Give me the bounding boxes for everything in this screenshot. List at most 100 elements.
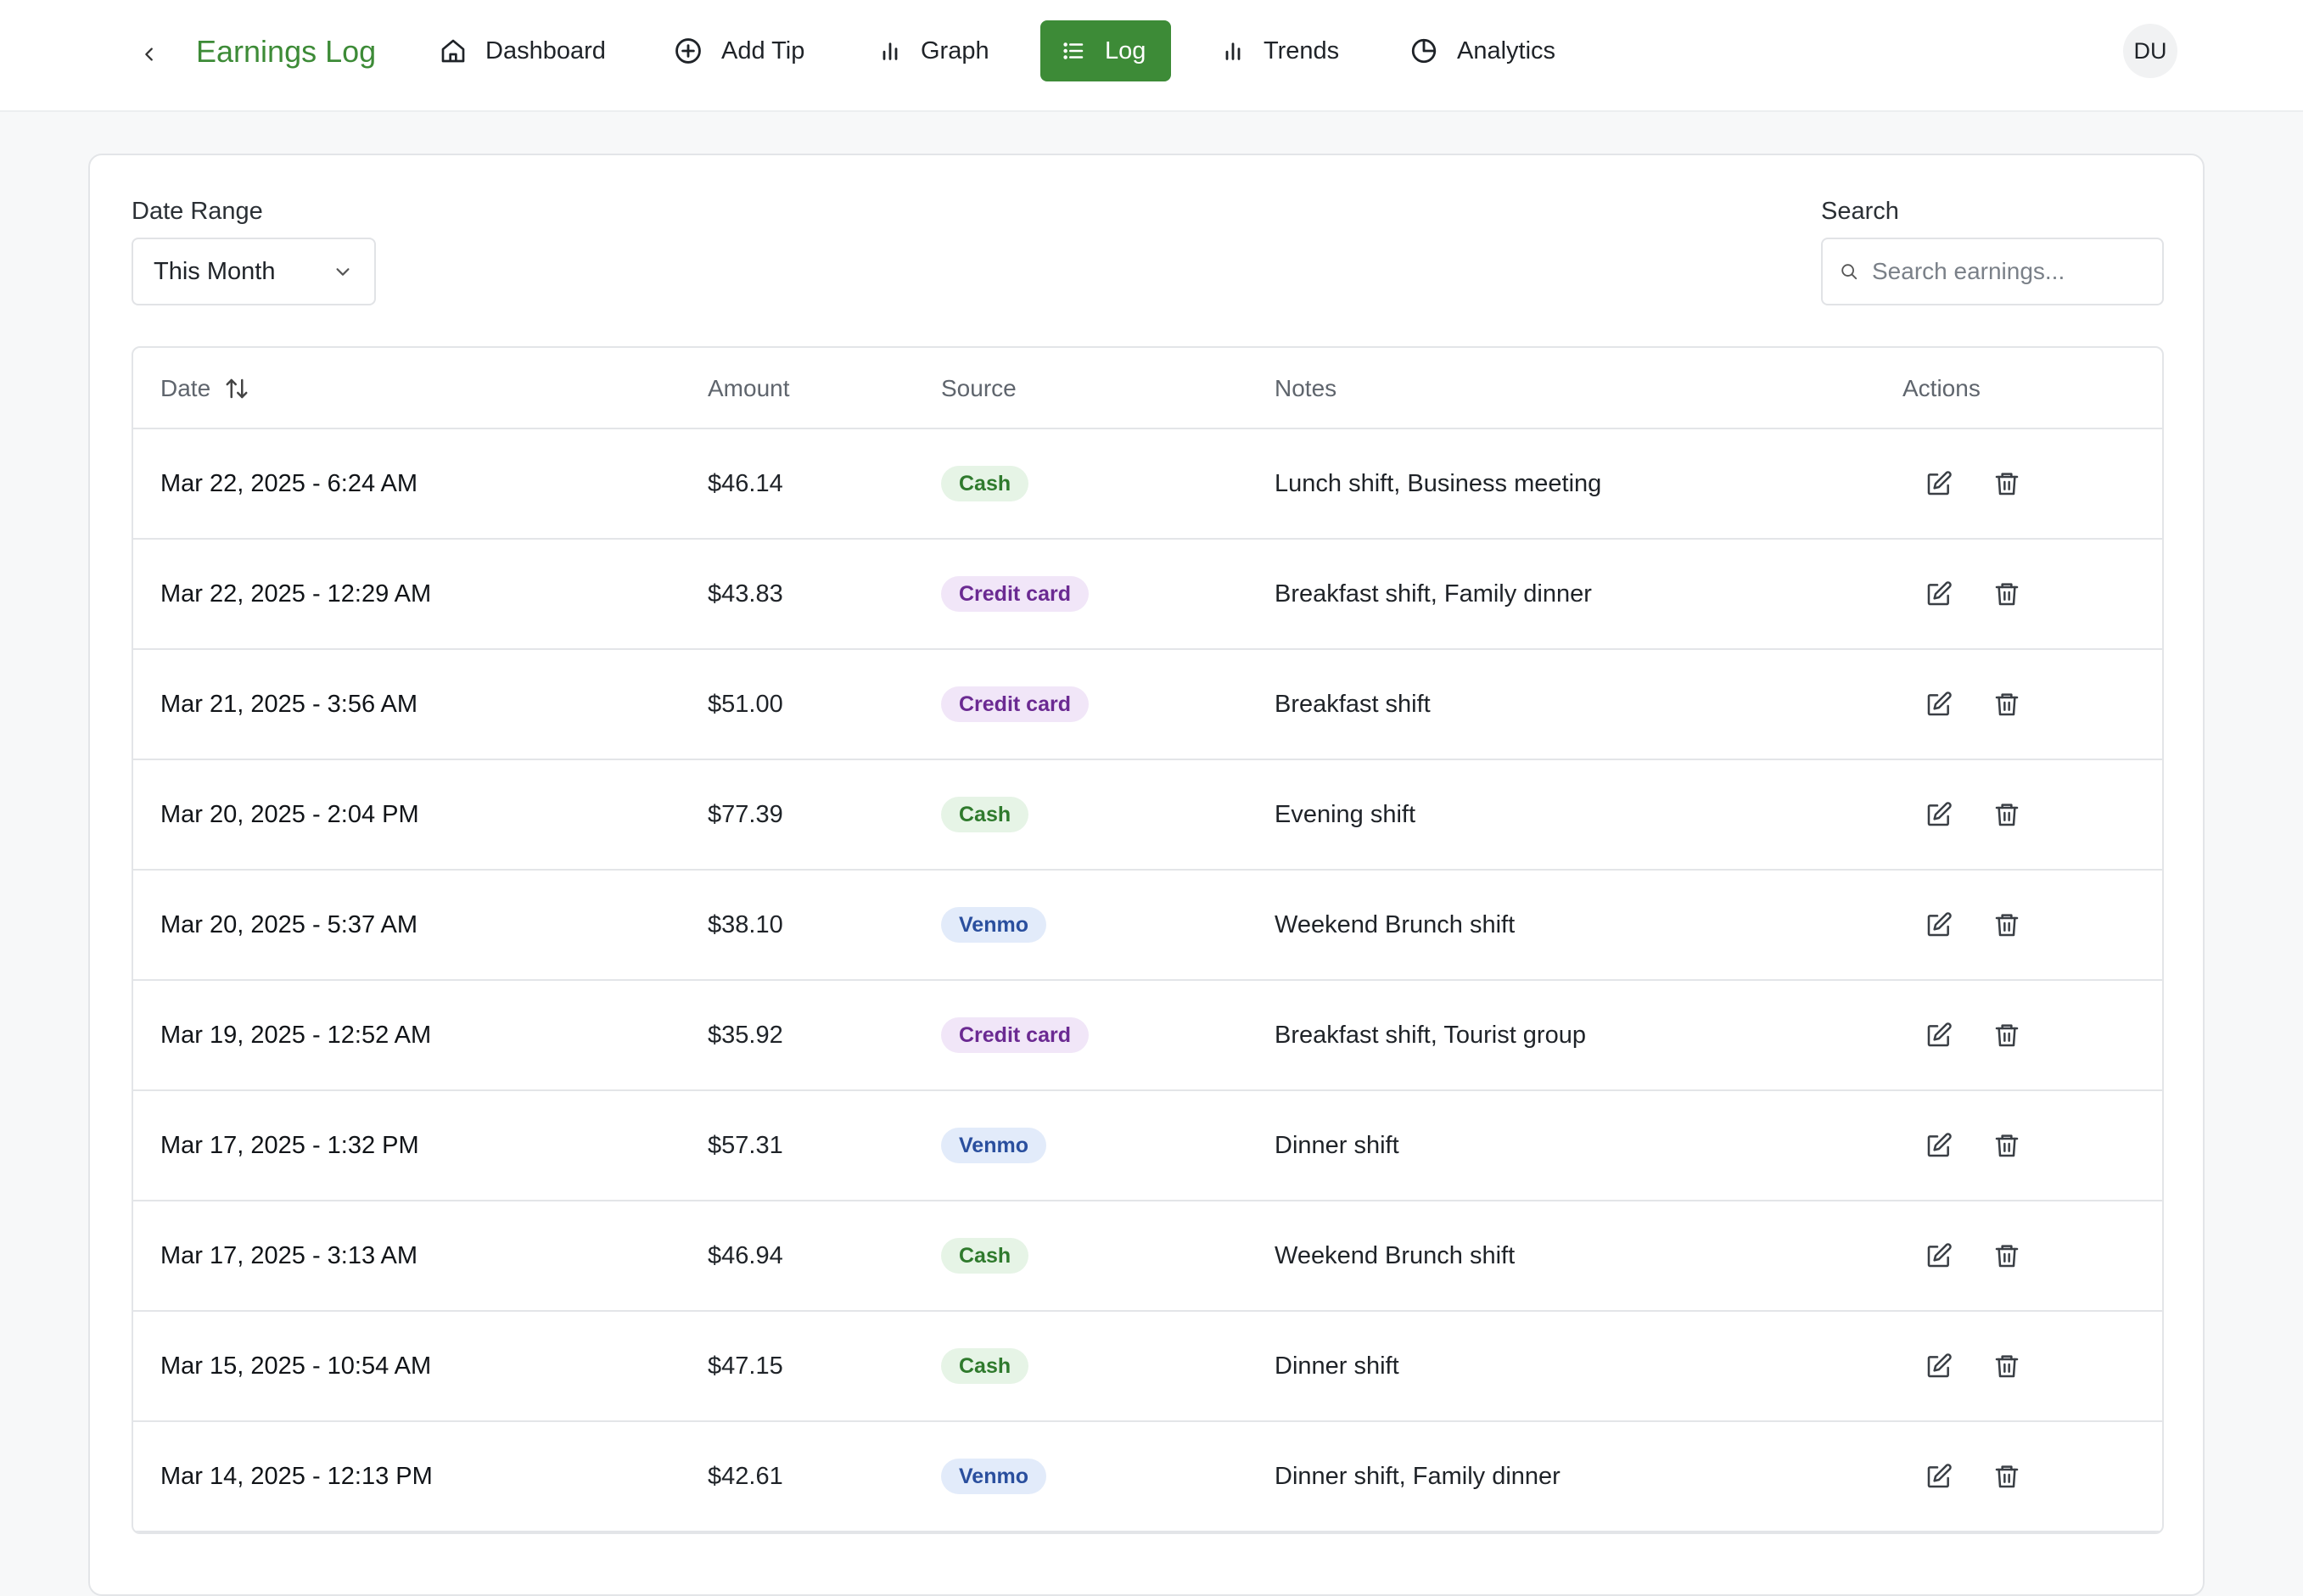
delete-button[interactable] [1992, 1461, 2022, 1492]
delete-button[interactable] [1992, 1240, 2022, 1271]
nav-log[interactable]: Log [1040, 20, 1171, 81]
bar-chart-icon [883, 42, 898, 60]
chevron-left-icon [145, 48, 153, 61]
row-notes: Breakfast shift [1275, 691, 1431, 718]
delete-button[interactable] [1992, 1130, 2022, 1161]
row-amount: $51.00 [708, 691, 783, 718]
table-row: Mar 17, 2025 - 3:13 AM $46.94 Cash Weekend … [133, 1201, 2162, 1312]
earnings-card: Date Range This Month Search Date Amount… [88, 154, 2205, 1596]
edit-button[interactable] [1924, 579, 1954, 609]
column-amount: Amount [708, 375, 790, 401]
trash-icon [1995, 693, 2019, 716]
nav-label: Dashboard [485, 36, 606, 64]
nav-dashboard[interactable]: Dashboard [419, 20, 626, 81]
back-button[interactable] [132, 37, 166, 71]
row-notes: Dinner shift [1275, 1352, 1399, 1380]
row-amount: $43.83 [708, 580, 783, 608]
column-source: Source [941, 375, 1017, 401]
nav-label: Graph [921, 36, 989, 64]
table-row: Mar 17, 2025 - 1:32 PM $57.31 Venmo Dinner … [133, 1091, 2162, 1201]
row-date: Mar 22, 2025 - 6:24 AM [160, 470, 418, 497]
column-header-label: Date [160, 375, 211, 401]
table-header: Date Amount Source Notes Actions [133, 348, 2162, 429]
chevron-down-icon [336, 268, 350, 276]
row-notes: Dinner shift, Family dinner [1275, 1463, 1561, 1490]
source-badge: Credit card [941, 1017, 1089, 1053]
delete-button[interactable] [1992, 910, 2022, 940]
row-date: Mar 15, 2025 - 10:54 AM [160, 1352, 432, 1380]
table-row: Mar 15, 2025 - 10:54 AM $47.15 Cash Dinner … [133, 1312, 2162, 1422]
source-badge: Venmo [941, 907, 1046, 943]
search-input[interactable] [1870, 257, 2145, 286]
edit-button[interactable] [1924, 689, 1954, 720]
edit-button[interactable] [1924, 1020, 1954, 1050]
trash-icon [1995, 1465, 2019, 1488]
edit-icon [1927, 1133, 1952, 1157]
row-notes: Breakfast shift, Tourist group [1275, 1022, 1586, 1049]
table-row: Mar 20, 2025 - 2:04 PM $77.39 Cash Evening … [133, 760, 2162, 871]
search-label: Search [1821, 198, 1899, 225]
source-badge: Cash [941, 1348, 1029, 1384]
nav-add-tip[interactable]: Add Tip [653, 20, 825, 81]
row-amount: $35.92 [708, 1022, 783, 1049]
row-amount: $46.94 [708, 1242, 783, 1269]
row-date: Mar 21, 2025 - 3:56 AM [160, 691, 418, 718]
row-amount: $57.31 [708, 1132, 783, 1159]
edit-button[interactable] [1924, 910, 1954, 940]
edit-button[interactable] [1924, 799, 1954, 830]
page-title: Earnings Log [196, 34, 377, 69]
delete-button[interactable] [1992, 468, 2022, 499]
trash-icon [1995, 1245, 2019, 1268]
edit-icon [1927, 692, 1952, 716]
edit-icon [1927, 1022, 1952, 1047]
earnings-table: Date Amount Source Notes Actions Mar 22,… [132, 346, 2164, 1534]
row-notes: Dinner shift [1275, 1132, 1399, 1159]
edit-button[interactable] [1924, 468, 1954, 499]
table-row: Mar 21, 2025 - 3:56 AM $51.00 Credit card B… [133, 650, 2162, 760]
trash-icon [1995, 473, 2019, 496]
date-range-select[interactable]: This Month [132, 238, 376, 305]
row-notes: Weekend Brunch shift [1275, 1242, 1516, 1269]
row-notes: Lunch shift, Business meeting [1275, 470, 1602, 497]
home-icon [441, 39, 465, 63]
table-row: Mar 22, 2025 - 12:29 AM $43.83 Credit card… [133, 540, 2162, 650]
nav-graph[interactable]: Graph [858, 20, 1010, 81]
column-date[interactable]: Date [160, 348, 249, 429]
column-actions: Actions [1902, 375, 1981, 401]
trash-icon [1995, 914, 2019, 937]
table-row: Mar 19, 2025 - 12:52 AM $35.92 Credit card… [133, 981, 2162, 1091]
row-date: Mar 14, 2025 - 12:13 PM [160, 1463, 433, 1490]
edit-button[interactable] [1924, 1351, 1954, 1381]
source-badge: Credit card [941, 686, 1089, 722]
pie-chart-icon [1411, 38, 1437, 64]
trash-icon [1995, 804, 2019, 826]
nav-analytics[interactable]: Analytics [1389, 20, 1576, 81]
source-badge: Venmo [941, 1459, 1046, 1494]
row-notes: Breakfast shift, Family dinner [1275, 580, 1592, 608]
top-navigation-bar: Earnings Log Dashboard Add Tip Graph Log… [0, 0, 2303, 112]
edit-icon [1927, 581, 1952, 606]
avatar[interactable]: DU [2123, 24, 2177, 78]
delete-button[interactable] [1992, 799, 2022, 830]
edit-icon [1927, 912, 1952, 937]
row-date: Mar 17, 2025 - 1:32 PM [160, 1132, 419, 1159]
trash-icon [1995, 1355, 2019, 1378]
edit-icon [1927, 1243, 1952, 1268]
delete-button[interactable] [1992, 689, 2022, 720]
table-row: Mar 14, 2025 - 12:13 PM $42.61 Venmo Dinner… [133, 1422, 2162, 1532]
date-range-label: Date Range [132, 198, 263, 225]
nav-label: Trends [1264, 36, 1340, 64]
list-icon [1063, 42, 1084, 59]
delete-button[interactable] [1992, 579, 2022, 609]
row-amount: $38.10 [708, 911, 783, 938]
sort-icon[interactable] [224, 376, 249, 401]
nav-label: Log [1105, 36, 1146, 64]
edit-button[interactable] [1924, 1461, 1954, 1492]
edit-button[interactable] [1924, 1130, 1954, 1161]
delete-button[interactable] [1992, 1020, 2022, 1050]
delete-button[interactable] [1992, 1351, 2022, 1381]
row-amount: $42.61 [708, 1463, 783, 1490]
search-field[interactable] [1821, 238, 2164, 305]
nav-trends[interactable]: Trends [1201, 20, 1359, 81]
edit-button[interactable] [1924, 1240, 1954, 1271]
